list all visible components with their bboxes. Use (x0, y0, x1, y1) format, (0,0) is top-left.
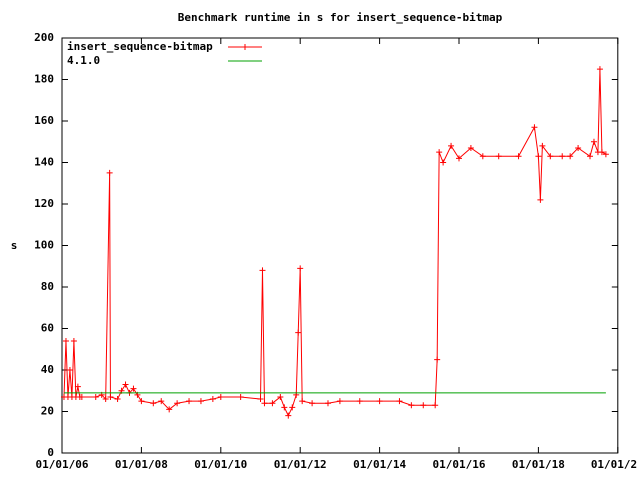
y-tick-label: 0 (47, 446, 54, 459)
point-marker (596, 66, 603, 73)
point-marker (92, 393, 99, 400)
y-tick-label: 140 (34, 156, 54, 169)
y-tick-label: 100 (34, 239, 54, 252)
x-tick-label: 01/01/08 (115, 458, 168, 471)
point-marker (495, 153, 502, 160)
point-marker (324, 400, 331, 407)
point-marker (70, 337, 77, 344)
point-marker (114, 396, 121, 403)
chart-title: Benchmark runtime in s for insert_sequen… (178, 11, 503, 24)
point-marker (107, 393, 114, 400)
point-marker (467, 144, 474, 151)
plot-border (61, 37, 619, 454)
y-tick-label: 160 (34, 114, 54, 127)
legend-label: 4.1.0 (67, 54, 100, 67)
point-marker (158, 398, 165, 405)
point-marker (130, 385, 137, 392)
y-tick-label: 120 (34, 197, 54, 210)
point-marker (598, 149, 605, 156)
point-marker (434, 356, 441, 363)
point-marker (74, 383, 81, 390)
point-marker (531, 124, 538, 131)
legend-label: insert_sequence-bitmap (67, 40, 213, 53)
y-tick-label: 40 (41, 363, 54, 376)
point-marker (174, 400, 181, 407)
y-tick-label: 60 (41, 322, 54, 335)
point-marker (297, 265, 304, 272)
x-tick-label: 01/01/2 (591, 458, 637, 471)
x-tick-label: 01/01/10 (194, 458, 247, 471)
point-marker (432, 402, 439, 409)
point-marker (150, 400, 157, 407)
point-marker (575, 144, 582, 151)
point-marker (539, 142, 546, 149)
x-tick-label: 01/01/16 (433, 458, 486, 471)
point-marker (277, 393, 284, 400)
point-marker (420, 402, 427, 409)
x-tick-label: 01/01/18 (512, 458, 565, 471)
point-marker (309, 400, 316, 407)
point-marker (295, 329, 302, 336)
point-marker (396, 398, 403, 405)
x-tick-label: 01/01/12 (274, 458, 327, 471)
point-marker (66, 367, 73, 373)
point-marker (269, 400, 276, 407)
point-marker (106, 169, 113, 176)
point-marker (122, 381, 129, 388)
point-marker (186, 398, 193, 405)
point-marker (336, 398, 343, 405)
point-marker (102, 396, 109, 403)
point-marker (587, 153, 594, 160)
point-marker (261, 400, 268, 407)
point-marker (289, 404, 296, 411)
point-marker (590, 138, 597, 145)
point-marker (78, 393, 85, 400)
point-marker (237, 393, 244, 400)
series-line (63, 69, 607, 417)
point-marker (448, 142, 455, 149)
point-marker (299, 398, 306, 405)
point-marker (138, 398, 145, 405)
point-marker (479, 153, 486, 160)
point-marker (408, 402, 415, 409)
point-marker (166, 406, 173, 413)
point-marker (535, 153, 542, 160)
point-marker (559, 153, 566, 160)
point-marker (259, 267, 266, 274)
point-marker (440, 159, 447, 166)
point-marker (197, 398, 204, 405)
point-marker (217, 393, 224, 400)
y-tick-label: 200 (34, 31, 54, 44)
point-marker (356, 398, 363, 405)
x-tick-label: 01/01/06 (36, 458, 89, 471)
y-tick-label: 180 (34, 73, 54, 86)
y-tick-label: 80 (41, 280, 54, 293)
y-axis-label: s (11, 239, 18, 252)
point-marker (209, 396, 216, 403)
point-marker (62, 337, 69, 344)
point-marker (257, 396, 264, 403)
y-tick-label: 20 (41, 405, 54, 418)
point-marker (537, 196, 544, 203)
x-tick-label: 01/01/14 (353, 458, 406, 471)
point-marker (547, 153, 554, 160)
point-marker (281, 404, 288, 411)
point-marker (567, 153, 574, 160)
point-marker (456, 155, 462, 162)
point-marker (515, 153, 522, 160)
point-marker (376, 398, 383, 405)
point-marker (602, 151, 609, 158)
legend-marker (242, 44, 248, 50)
point-marker (285, 412, 292, 419)
point-marker (436, 149, 443, 156)
